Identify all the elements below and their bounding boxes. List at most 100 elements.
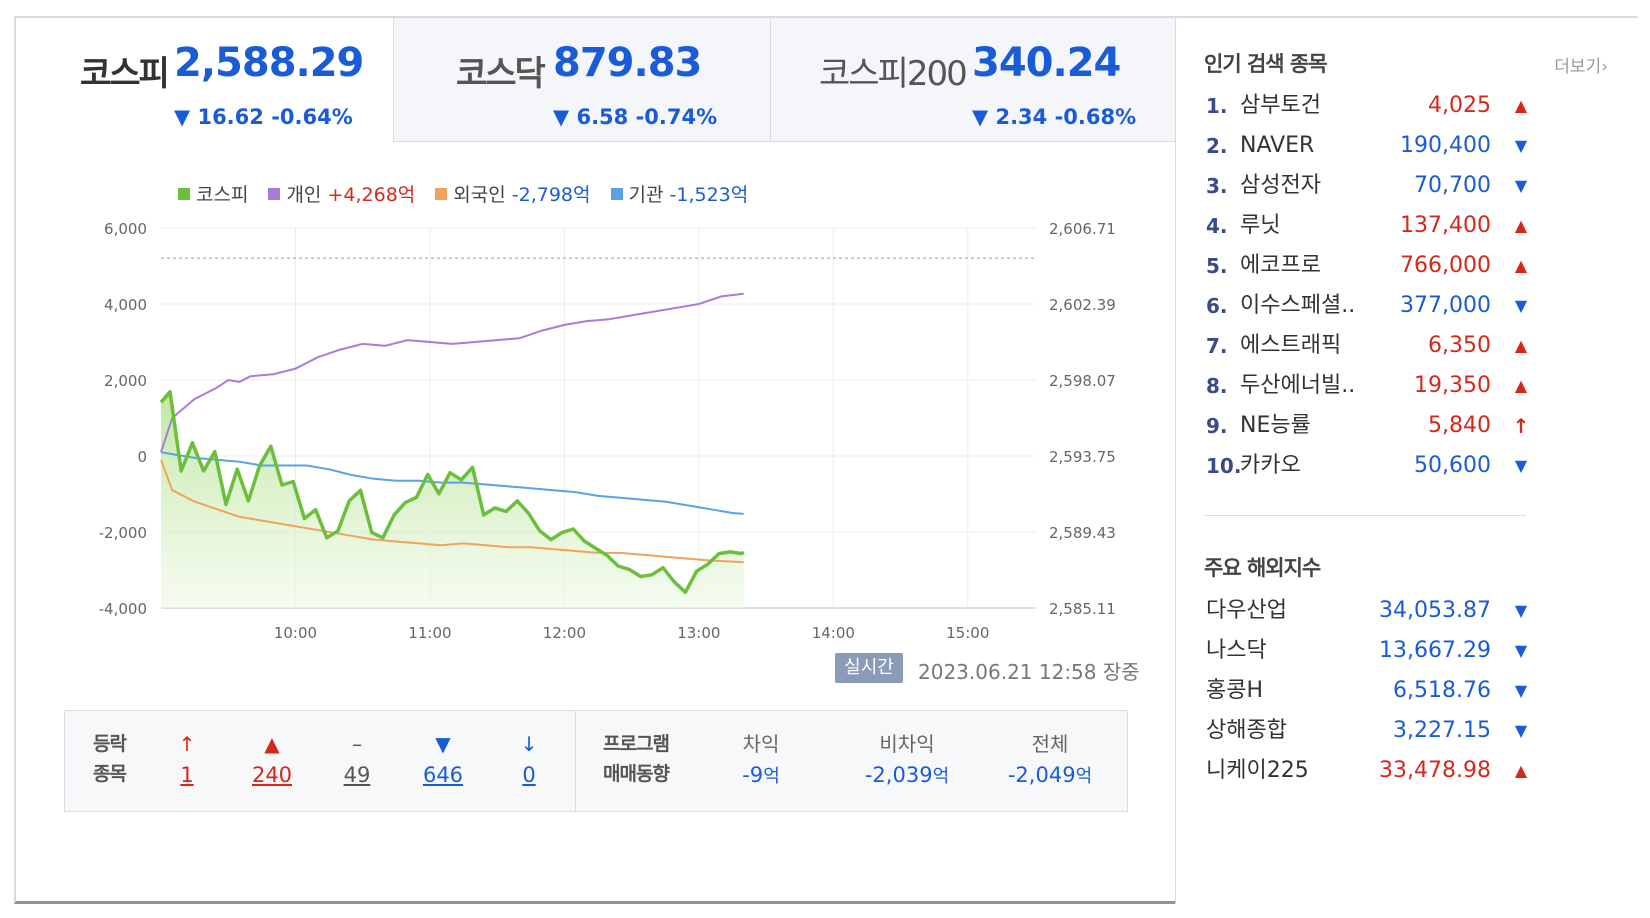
world-index-row[interactable]: 니케이225 33,478.98 ▲ <box>1206 751 1531 791</box>
popular-stock-name[interactable]: NE능률 <box>1240 413 1311 438</box>
down-arrow-icon: ▼ <box>1514 721 1528 740</box>
program-trade-head: 전체 <box>1031 732 1069 756</box>
y-left-tick-label: 2,000 <box>104 372 147 390</box>
popular-stock-price: 137,400 <box>1400 213 1491 238</box>
popular-stock-price: 766,000 <box>1400 253 1491 278</box>
advance-decline-count[interactable]: 49 <box>343 763 371 787</box>
down-arrow-icon: ▼ <box>1514 296 1528 315</box>
popular-stock-price: 377,000 <box>1400 293 1491 318</box>
world-index-row[interactable]: 다우산업 34,053.87 ▼ <box>1206 591 1531 631</box>
popular-stock-row[interactable]: 1. 삼부토건 4,025 ▲ <box>1206 86 1531 126</box>
tab-kosdaq-value: 879.83 <box>553 40 702 86</box>
y-right-tick-label: 2,606.71 <box>1049 220 1116 238</box>
tab-kosdaq[interactable]: 코스닥 879.83 ▼ 6.58 -0.74% <box>393 18 770 142</box>
tab-kospi200[interactable]: 코스피200 340.24 ▼ 2.34 -0.68% <box>770 18 1175 142</box>
popular-stock-name[interactable]: 이수스페셜.. <box>1240 293 1356 318</box>
popular-stock-rank: 6. <box>1206 294 1228 318</box>
program-trade-head: 차익 <box>742 732 780 756</box>
institution-line <box>160 451 744 515</box>
tab-kospi-name: 코스피 <box>80 54 170 94</box>
market-summary: 등락 종목 ↑ 1 ▲ 240–49 ▼ 646 ↓ 0 프로그램 매매동향 차익 -9억 비차익… <box>64 710 1128 812</box>
world-index-row[interactable]: 상해종합 3,227.15 ▼ <box>1206 711 1531 751</box>
program-trade-value: -2,049억 <box>1007 763 1093 787</box>
popular-stock-rank: 3. <box>1206 174 1228 198</box>
program-trade-value: -9억 <box>742 763 780 787</box>
popular-stock-row[interactable]: 9. NE능률 5,840 ↑ <box>1206 406 1531 446</box>
world-index-row[interactable]: 나스닥 13,667.29 ▼ <box>1206 631 1531 671</box>
legend-kospi: 코스피 <box>178 180 248 207</box>
world-indices-list: 다우산업 34,053.87 ▼ 나스닥 13,667.29 ▼ 홍콩H 6,518.76 ▼ 상… <box>1206 591 1531 791</box>
more-link[interactable]: 더보기› <box>1554 57 1608 77</box>
advance-decline-count[interactable]: 240 <box>251 763 293 787</box>
panel-divider <box>1204 515 1526 516</box>
legend-institution: 기관 -1,523억 <box>610 180 748 207</box>
tab-kospi[interactable]: 코스피 2,588.29 ▼ 16.62 -0.64% <box>16 18 393 142</box>
popular-stock-price: 4,025 <box>1428 93 1491 118</box>
popular-stock-name[interactable]: NAVER <box>1240 133 1315 158</box>
y-right-tick-label: 2,598.07 <box>1049 372 1116 390</box>
down-arrow-icon: ▼ <box>1514 136 1528 155</box>
popular-stock-name[interactable]: 루닛 <box>1240 213 1281 238</box>
popular-stock-name[interactable]: 에스트래픽 <box>1240 333 1342 358</box>
popular-stock-price: 6,350 <box>1428 333 1491 358</box>
world-index-value: 3,227.15 <box>1393 718 1491 743</box>
advance-decline-count[interactable]: 1 <box>180 763 194 787</box>
popular-stock-rank: 4. <box>1206 214 1228 238</box>
advance-decline-1: ▲ 240 <box>242 729 302 791</box>
summary-divider <box>575 711 576 811</box>
tab-kospi200-change: ▼ 2.34 -0.68% <box>972 105 1137 129</box>
popular-stock-name[interactable]: 카카오 <box>1240 453 1301 478</box>
popular-stock-row[interactable]: 5. 에코프로 766,000 ▲ <box>1206 246 1531 286</box>
world-index-name: 상해종합 <box>1206 718 1287 743</box>
popular-stock-name[interactable]: 에코프로 <box>1240 253 1321 278</box>
down-icon: ▼ <box>435 732 451 756</box>
popular-stock-price: 190,400 <box>1400 133 1491 158</box>
x-tick-label: 14:00 <box>812 624 855 642</box>
popular-stock-row[interactable]: 2. NAVER 190,400 ▼ <box>1206 126 1531 166</box>
y-left-tick-label: -4,000 <box>99 600 147 618</box>
x-tick-label: 15:00 <box>946 624 989 642</box>
program-trade-0: 차익 -9억 <box>681 729 841 793</box>
popular-stock-row[interactable]: 10. 카카오 50,600 ▼ <box>1206 446 1531 486</box>
down-arrow-icon: ▼ <box>1514 601 1528 620</box>
y-right-tick-label: 2,585.11 <box>1049 600 1116 618</box>
popular-stock-price: 50,600 <box>1414 453 1491 478</box>
legend-foreign: 외국인 -2,798억 <box>435 180 591 207</box>
unchanged-icon: – <box>352 732 362 756</box>
x-tick-label: 10:00 <box>274 624 317 642</box>
popular-stock-row[interactable]: 3. 삼성전자 70,700 ▼ <box>1206 166 1531 206</box>
side-panel: 인기 검색 종목 더보기› 1. 삼부토건 4,025 ▲ 2. NAVER 190,400… <box>1175 18 1638 904</box>
world-indices-title: 주요 해외지수 <box>1204 556 1321 580</box>
chart-plot: 6,000 2,606.71 4,000 2,602.39 2,000 2,598.07 0… <box>99 220 1116 642</box>
popular-stock-row[interactable]: 8. 두산에너빌.. 19,350 ▲ <box>1206 366 1531 406</box>
popular-stock-name[interactable]: 두산에너빌.. <box>1240 373 1356 398</box>
popular-stock-row[interactable]: 7. 에스트래픽 6,350 ▲ <box>1206 326 1531 366</box>
intraday-chart: 코스피 개인 +4,268억 외국인 -2,798억 기관 -1,523억 6,… <box>16 148 1237 708</box>
world-index-row[interactable]: 홍콩H 6,518.76 ▼ <box>1206 671 1531 711</box>
popular-stocks-list: 1. 삼부토건 4,025 ▲ 2. NAVER 190,400 ▼ 3. 삼성전자 70,700 ▼… <box>1206 86 1531 486</box>
advance-decline-0: ↑ 1 <box>157 729 217 791</box>
program-trade-2: 전체 -2,049억 <box>970 729 1130 793</box>
popular-stock-price: 5,840 <box>1428 413 1491 438</box>
y-right-tick-label: 2,589.43 <box>1049 524 1116 542</box>
down-arrow-icon: ▼ <box>1514 641 1528 660</box>
down-arrow-icon: ▼ <box>1514 176 1528 195</box>
popular-stock-rank: 2. <box>1206 134 1228 158</box>
popular-stock-rank: 9. <box>1206 414 1228 438</box>
advance-decline-4: ↓ 0 <box>499 729 559 791</box>
popular-stock-row[interactable]: 6. 이수스페셜.. 377,000 ▼ <box>1206 286 1531 326</box>
program-trade-head: 비차익 <box>879 732 935 756</box>
up-icon: ▲ <box>264 732 280 756</box>
popular-stock-name[interactable]: 삼성전자 <box>1240 173 1321 198</box>
advance-decline-3: ▼ 646 <box>413 729 473 791</box>
popular-stock-row[interactable]: 4. 루닛 137,400 ▲ <box>1206 206 1531 246</box>
world-index-value: 34,053.87 <box>1379 598 1491 623</box>
popular-stock-name[interactable]: 삼부토건 <box>1240 93 1321 118</box>
world-index-value: 6,518.76 <box>1393 678 1491 703</box>
y-left-tick-label: 6,000 <box>104 220 147 238</box>
program-trade-1: 비차익 -2,039억 <box>827 729 987 793</box>
advance-decline-count[interactable]: 0 <box>522 763 536 787</box>
advance-decline-label: 등락 종목 <box>93 733 127 785</box>
market-index-widget: 코스피 2,588.29 ▼ 16.62 -0.64% 코스닥 879.83 ▼… <box>14 16 1638 904</box>
advance-decline-count[interactable]: 646 <box>422 763 464 787</box>
